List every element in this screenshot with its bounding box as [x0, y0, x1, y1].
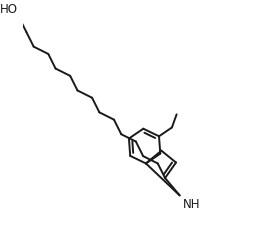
Text: HO: HO — [0, 3, 18, 16]
Text: NH: NH — [183, 198, 201, 211]
